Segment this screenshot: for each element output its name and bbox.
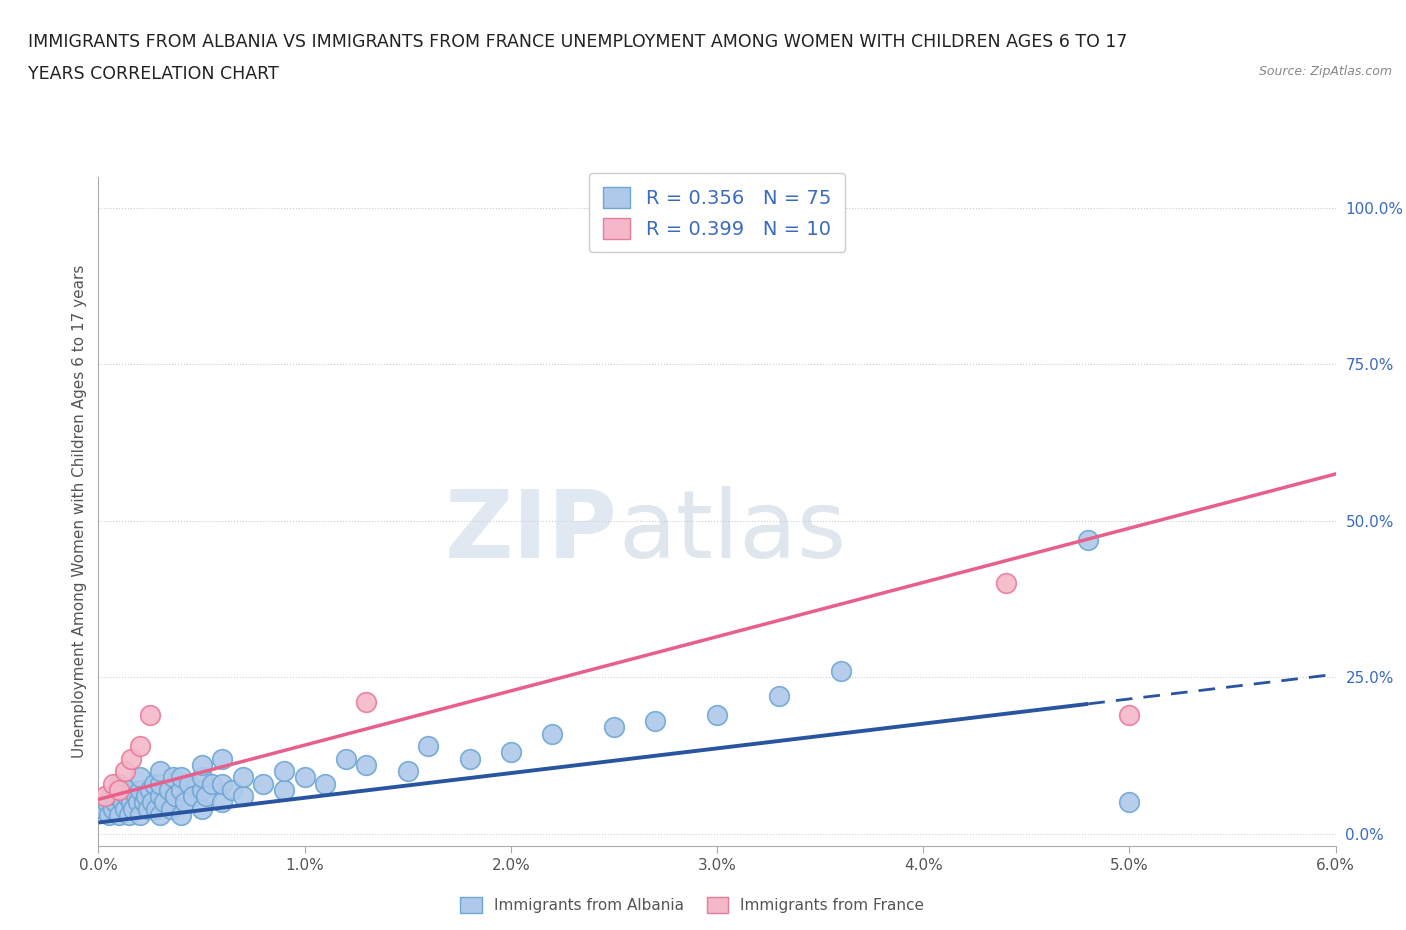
Point: [162, 770, 184, 785]
Point: [830, 664, 852, 679]
Point: [114, 764, 136, 778]
Point: [136, 802, 159, 817]
Point: [314, 777, 336, 791]
Point: [273, 764, 295, 778]
Point: [181, 789, 204, 804]
Point: [1118, 795, 1140, 810]
Point: [458, 751, 481, 766]
Point: [122, 802, 145, 817]
Point: [159, 802, 181, 817]
Point: [994, 576, 1017, 591]
Point: [190, 770, 212, 785]
Point: [252, 777, 274, 791]
Point: [101, 802, 124, 817]
Y-axis label: Unemployment Among Women with Children Ages 6 to 17 years: Unemployment Among Women with Children A…: [72, 265, 87, 758]
Point: [104, 795, 127, 810]
Point: [221, 782, 243, 797]
Point: [194, 789, 217, 804]
Point: [294, 770, 316, 785]
Point: [105, 789, 128, 804]
Point: [157, 782, 180, 797]
Point: [132, 795, 155, 810]
Point: [1077, 532, 1099, 547]
Point: [211, 777, 233, 791]
Point: [118, 782, 141, 797]
Point: [141, 795, 163, 810]
Point: [335, 751, 357, 766]
Point: [232, 770, 254, 785]
Point: [96, 795, 118, 810]
Point: [541, 726, 564, 741]
Point: [112, 795, 135, 810]
Point: [127, 795, 149, 810]
Point: [139, 782, 162, 797]
Point: [179, 777, 201, 791]
Text: ZIP: ZIP: [446, 485, 619, 578]
Text: atlas: atlas: [619, 485, 846, 578]
Point: [211, 795, 233, 810]
Point: [190, 782, 212, 797]
Point: [108, 807, 131, 822]
Point: [190, 802, 212, 817]
Point: [201, 777, 224, 791]
Point: [706, 708, 728, 723]
Point: [211, 751, 233, 766]
Point: [273, 782, 295, 797]
Point: [120, 751, 142, 766]
Point: [108, 782, 131, 797]
Point: [145, 802, 167, 817]
Point: [128, 770, 150, 785]
Point: [118, 807, 141, 822]
Point: [128, 738, 150, 753]
Point: [97, 807, 120, 822]
Point: [768, 689, 790, 704]
Point: [356, 695, 378, 710]
Point: [93, 789, 115, 804]
Point: [153, 795, 176, 810]
Point: [232, 789, 254, 804]
Point: [190, 758, 212, 773]
Point: [139, 708, 162, 723]
Point: [418, 738, 440, 753]
Point: [356, 758, 378, 773]
Point: [128, 807, 150, 822]
Point: [91, 802, 114, 817]
Point: [149, 764, 172, 778]
Point: [108, 777, 131, 791]
Point: [135, 789, 157, 804]
Point: [603, 720, 626, 735]
Legend: Immigrants from Albania, Immigrants from France: Immigrants from Albania, Immigrants from…: [454, 891, 931, 919]
Point: [170, 807, 193, 822]
Point: [114, 802, 136, 817]
Point: [108, 782, 131, 797]
Point: [124, 789, 146, 804]
Point: [170, 782, 193, 797]
Point: [174, 795, 197, 810]
Point: [644, 713, 666, 728]
Text: Source: ZipAtlas.com: Source: ZipAtlas.com: [1258, 65, 1392, 78]
Point: [128, 782, 150, 797]
Point: [163, 789, 186, 804]
Point: [117, 789, 139, 804]
Point: [396, 764, 419, 778]
Point: [170, 770, 193, 785]
Point: [120, 795, 142, 810]
Point: [149, 777, 172, 791]
Point: [149, 807, 172, 822]
Point: [499, 745, 522, 760]
Point: [1118, 708, 1140, 723]
Point: [101, 777, 124, 791]
Point: [143, 777, 166, 791]
Point: [100, 789, 122, 804]
Point: [149, 789, 172, 804]
Text: YEARS CORRELATION CHART: YEARS CORRELATION CHART: [28, 65, 278, 83]
Text: IMMIGRANTS FROM ALBANIA VS IMMIGRANTS FROM FRANCE UNEMPLOYMENT AMONG WOMEN WITH : IMMIGRANTS FROM ALBANIA VS IMMIGRANTS FR…: [28, 33, 1128, 50]
